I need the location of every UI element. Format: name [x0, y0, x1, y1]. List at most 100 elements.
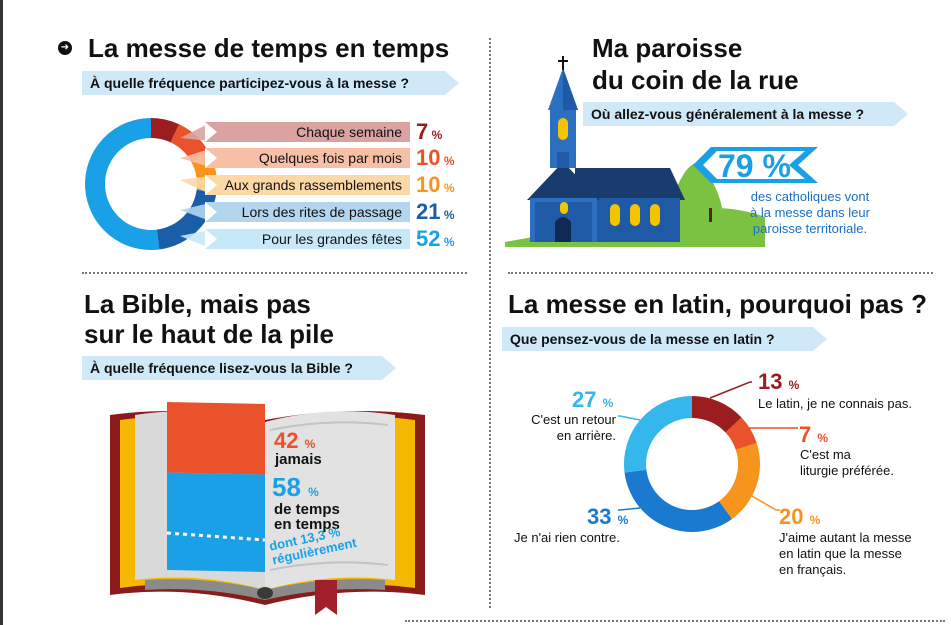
- section2-big-pct: 79 %: [718, 148, 791, 184]
- bible-pct-sometimes: 58 %: [272, 474, 319, 503]
- church-illustration: [505, 56, 765, 247]
- section2-title-line2: du coin de la rue: [592, 65, 799, 95]
- latin-pct-unknown: 13 %: [758, 371, 799, 396]
- connector-wedge: [180, 176, 210, 194]
- latin-mass-slice-2: [725, 417, 757, 450]
- bible-illustration: [110, 402, 425, 615]
- section3-question: À quelle fréquence lisez-vous la Bible ?: [82, 356, 396, 380]
- latin-pct-favorite-value: 7: [799, 422, 812, 447]
- latin-text-favorite: C'est ma liturgie préférée.: [800, 447, 894, 479]
- mass-frequency-slice-4: [156, 189, 217, 250]
- latin-pct-favorite: 7 %: [799, 424, 828, 449]
- divider-bottom: [405, 620, 945, 622]
- latin-text-backward: C'est un retour en arrière.: [522, 412, 616, 444]
- frequency-bar-value: 52 %: [416, 228, 455, 253]
- frequency-bar-label: Lors des rites de passage: [241, 204, 402, 220]
- leader-line: [749, 494, 780, 511]
- frequency-bar-value-unit: %: [440, 208, 455, 222]
- bible-bar-sometimes: [167, 472, 265, 572]
- bible-label-sometimes-line: de temps: [274, 501, 340, 518]
- bible-label-sometimes-line: en temps: [274, 516, 340, 533]
- section1-question: À quelle fréquence participez-vous à la …: [82, 71, 459, 95]
- latin-pct-unknown-unit: %: [788, 378, 800, 392]
- frequency-bar-notch: [205, 175, 217, 195]
- leader-line: [618, 507, 641, 511]
- latin-pct-nothing-against: 33 %: [587, 506, 628, 531]
- latin-pct-backward: 27 %: [572, 389, 613, 414]
- section2-title-line1: Ma paroisse: [592, 33, 743, 63]
- frequency-bar: [205, 229, 410, 249]
- frequency-bar-label: Chaque semaine: [296, 124, 402, 140]
- frequency-bar-notch: [205, 202, 217, 222]
- latin-pct-nothing-against-unit: %: [617, 513, 629, 527]
- frequency-bar-value-number: 10: [416, 172, 441, 197]
- latin-mass-slice-4: [624, 469, 732, 532]
- connector-wedge: [180, 203, 210, 221]
- latin-text-favorite-line: C'est ma: [800, 447, 851, 462]
- latin-mass-slice-5: [624, 396, 692, 473]
- section4-title: La messe en latin, pourquoi pas ?: [508, 289, 927, 319]
- latin-pct-both-value: 20: [779, 504, 804, 529]
- latin-text-both-line: J'aime autant la messe: [779, 530, 912, 545]
- left-edge-line: [0, 0, 3, 625]
- section2-text: des catholiques vont à la messe dans leu…: [730, 189, 890, 237]
- frequency-bar-label: Quelques fois par mois: [258, 150, 402, 166]
- latin-text-unknown: Le latin, je ne connais pas.: [758, 396, 912, 411]
- frequency-bar: [205, 148, 410, 168]
- vertical-divider: [489, 38, 491, 608]
- latin-pct-both: 20 %: [779, 506, 820, 531]
- section4-question: Que pensez-vous de la messe en latin ?: [502, 327, 827, 351]
- latin-mass-donut: [618, 381, 798, 532]
- percent-banner: [693, 147, 818, 183]
- frequency-bar-value-number: 10: [416, 145, 441, 170]
- donut-connectors: [180, 123, 210, 248]
- frequency-bar-value-number: 21: [416, 199, 441, 224]
- latin-pct-backward-unit: %: [602, 396, 614, 410]
- latin-mass-slice-1: [692, 396, 742, 433]
- frequency-bar-value: 7 %: [416, 121, 442, 146]
- latin-pct-unknown-value: 13: [758, 369, 783, 394]
- latin-text-backward-line: en arrière.: [556, 428, 616, 443]
- frequency-bar-row: Pour les grandes fêtes: [205, 229, 410, 249]
- frequency-bar-label: Pour les grandes fêtes: [261, 231, 402, 247]
- frequency-bar-row: Lors des rites de passage: [205, 202, 410, 222]
- latin-text-both: J'aime autant la messe en latin que la m…: [779, 530, 912, 578]
- frequency-bar: [205, 202, 410, 222]
- bible-pct-sometimes-unit: %: [308, 485, 319, 499]
- frequency-bar-value-unit: %: [440, 181, 455, 195]
- section1-title: La messe de temps en temps: [88, 33, 450, 63]
- leader-line: [618, 415, 641, 421]
- latin-pct-both-unit: %: [809, 513, 821, 527]
- section3-title-line1: La Bible, mais pas: [84, 289, 311, 319]
- frequency-bar-label: Aux grands rassemblements: [224, 177, 402, 193]
- section2-text-line: paroisse territoriale.: [752, 221, 868, 236]
- frequency-bar-row: Aux grands rassemblements: [205, 175, 410, 195]
- connector-wedge: [180, 230, 210, 248]
- frequency-bar-value-number: 52: [416, 226, 441, 251]
- frequency-bar-row: Quelques fois par mois: [205, 148, 410, 168]
- frequency-bar: [205, 122, 410, 142]
- frequency-bar: [205, 175, 410, 195]
- connector-wedge: [180, 149, 210, 167]
- bible-label-never: jamais: [275, 451, 322, 468]
- bible-bar-never: [167, 402, 265, 475]
- frequency-bar-notch: [205, 148, 217, 168]
- mass-frequency-slice-1: [151, 117, 180, 143]
- leader-line: [709, 381, 752, 399]
- frequency-bar-notch: [205, 122, 217, 142]
- frequency-bar-value: 10 %: [416, 174, 455, 199]
- divider-right: [508, 272, 933, 274]
- divider-left: [82, 272, 467, 274]
- section3-title-line2: sur le haut de la pile: [84, 319, 334, 349]
- frequency-bar-value-unit: %: [440, 154, 455, 168]
- latin-text-both-line: en latin que la messe: [779, 546, 902, 561]
- bible-label-sometimes: de temps en temps: [274, 502, 340, 532]
- latin-mass-slice-3: [719, 442, 760, 520]
- latin-text-both-line: en français.: [779, 562, 847, 577]
- frequency-bar-value: 21 %: [416, 201, 455, 226]
- latin-text-nothing-against: Je n'ai rien contre.: [514, 530, 620, 545]
- mass-frequency-slice-5: [85, 118, 160, 251]
- latin-text-backward-line: C'est un retour: [531, 412, 616, 427]
- section2-text-line: des catholiques vont: [750, 189, 870, 204]
- latin-pct-favorite-unit: %: [817, 431, 829, 445]
